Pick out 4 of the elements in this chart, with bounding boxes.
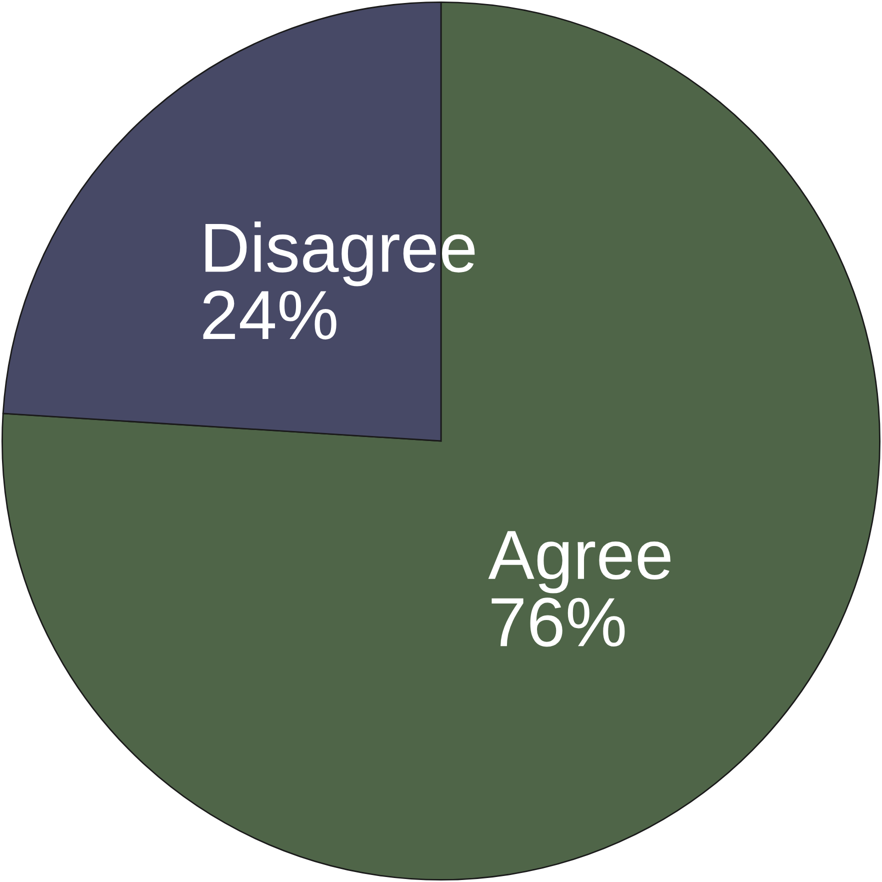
data-label: 76% bbox=[492, 598, 625, 647]
data-label: 24% bbox=[203, 290, 336, 340]
slice-label: Agree bbox=[488, 531, 670, 594]
slice-label: Disagree bbox=[205, 221, 475, 286]
